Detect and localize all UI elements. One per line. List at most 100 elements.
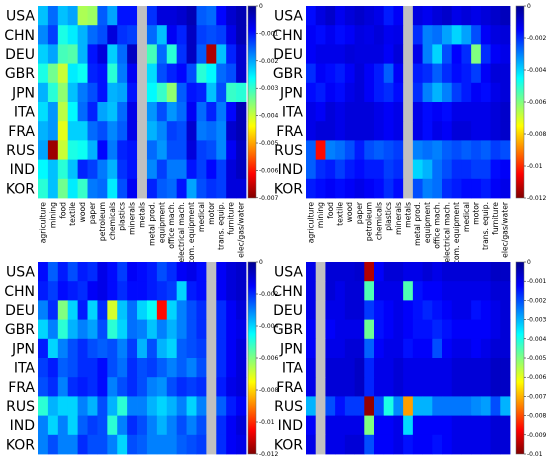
heatmap-cell <box>38 44 49 64</box>
heatmap-cell <box>364 159 375 180</box>
heatmap-cell <box>77 415 88 436</box>
heatmap-cell <box>325 44 336 64</box>
heatmap-cell <box>325 159 336 180</box>
heatmap-cell <box>186 262 197 282</box>
heatmap-cell <box>480 415 491 436</box>
heatmap-cell <box>87 415 98 436</box>
heatmap-cell <box>461 281 472 301</box>
heatmap-panel-3: USA CHN DEU GBR JPN ITA FRA RUS IND KOR 0 -0.002 -0.… <box>4 259 278 458</box>
heatmap-cell <box>176 319 187 340</box>
heatmap-cell <box>186 25 197 45</box>
heatmap-cell <box>137 338 148 359</box>
heatmap-cell <box>226 281 237 301</box>
heatmap-cell <box>500 25 511 45</box>
heatmap-cell <box>97 102 108 122</box>
heatmap-cell <box>146 178 158 199</box>
heatmap-cell <box>315 300 326 320</box>
heatmap-cell <box>471 121 482 141</box>
heatmap-cell <box>216 102 227 122</box>
heatmap-cell <box>451 6 462 26</box>
row-label-usa: USA <box>6 265 35 281</box>
heatmap-cell <box>325 121 336 141</box>
row-label-fra: FRA <box>8 380 35 396</box>
heatmap-cell <box>315 178 326 199</box>
heatmap-cell <box>166 338 178 359</box>
heatmap-cell <box>383 358 394 378</box>
heatmap-cell <box>490 102 501 122</box>
heatmap-cell <box>325 63 336 84</box>
heatmap-cell <box>186 377 197 397</box>
heatmap-cell <box>383 300 394 320</box>
heatmap-cell <box>403 140 414 160</box>
heatmap-cell <box>335 44 346 64</box>
heatmap-cell <box>107 434 118 455</box>
heatmap-cell <box>137 262 148 282</box>
colorbar-tick-label: -0.012 <box>527 195 547 202</box>
heatmap-cell <box>471 63 482 84</box>
heatmap-cell <box>87 44 98 64</box>
heatmap-cell <box>236 358 247 378</box>
heatmap-cell <box>146 338 158 359</box>
heatmap-cell <box>166 377 178 397</box>
heatmap-cell <box>412 44 423 64</box>
heatmap-cell <box>451 377 462 397</box>
heatmap-cell <box>393 319 404 340</box>
heatmap-cell <box>471 281 482 301</box>
heatmap-cell <box>77 44 88 64</box>
heatmap-cell <box>364 121 375 141</box>
heatmap-cell <box>500 262 511 282</box>
heatmap-cell <box>490 82 501 103</box>
heatmap-cell <box>344 415 355 436</box>
heatmap-cell <box>500 300 511 320</box>
heatmap-cell <box>117 25 128 45</box>
heatmap-cell <box>451 319 462 340</box>
colorbar-tick-label: 0 <box>259 259 263 266</box>
heatmap-cell <box>137 178 148 199</box>
heatmap-cell <box>432 6 443 26</box>
row-label-rus: RUS <box>6 399 35 415</box>
heatmap-cell <box>97 300 108 320</box>
heatmap-cell <box>156 25 168 45</box>
heatmap-cell <box>364 63 375 84</box>
row-label-rus: RUS <box>274 143 303 159</box>
heatmap-cell <box>107 415 118 436</box>
row-label-rus: RUS <box>274 399 303 415</box>
heatmap-cell <box>226 82 237 103</box>
heatmap-cell <box>156 140 168 160</box>
heatmap-cell <box>490 262 501 282</box>
heatmap-cell <box>67 44 79 64</box>
heatmap-cell <box>226 159 237 180</box>
heatmap-cell <box>354 102 365 122</box>
heatmap-cell <box>344 358 355 378</box>
heatmap-cell <box>137 140 148 160</box>
heatmap-cell <box>335 25 346 45</box>
column-label: metal prod. <box>147 202 156 246</box>
heatmap-cell <box>67 63 79 84</box>
heatmap-cell <box>500 338 511 359</box>
heatmap-cell <box>87 300 98 320</box>
heatmap-cell <box>176 178 187 199</box>
heatmap-cell <box>383 281 394 301</box>
heatmap-cell <box>412 338 423 359</box>
heatmap-cell <box>196 121 207 141</box>
heatmap-cell <box>57 396 69 416</box>
heatmap-cell <box>47 140 59 160</box>
heatmap-cell <box>344 262 355 282</box>
heatmap-cell <box>146 434 158 455</box>
heatmap-cell <box>107 63 118 84</box>
row-label-fra: FRA <box>276 380 303 396</box>
heatmap-cell <box>383 44 394 64</box>
heatmap-cell <box>403 178 414 199</box>
heatmap-cell <box>422 25 433 45</box>
column-label: furniture <box>491 202 500 235</box>
heatmap-cell <box>156 6 168 26</box>
colorbar-tick-label: -0.004 <box>527 336 547 343</box>
heatmap-cell <box>216 358 227 378</box>
heatmap-cell <box>393 121 404 141</box>
heatmap-cell <box>206 434 217 455</box>
column-label: motor <box>207 201 216 225</box>
heatmap-cell <box>451 140 462 160</box>
heatmap-cell <box>127 434 138 455</box>
heatmap-cell <box>500 415 511 436</box>
heatmap-cell <box>306 82 317 103</box>
